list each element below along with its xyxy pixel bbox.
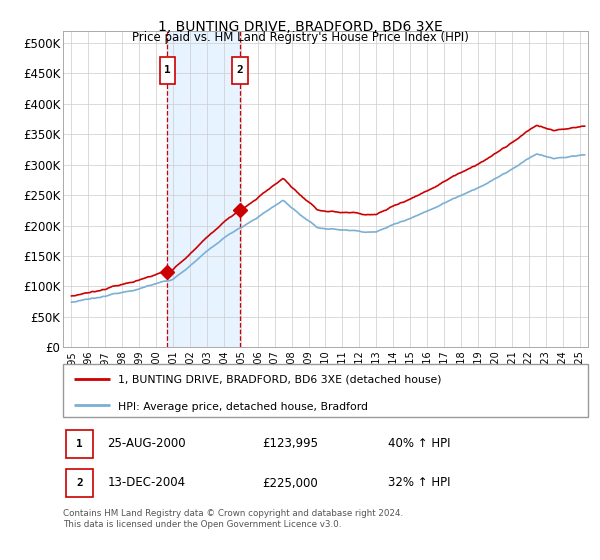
Text: 13-DEC-2004: 13-DEC-2004: [107, 477, 186, 489]
Text: Price paid vs. HM Land Registry's House Price Index (HPI): Price paid vs. HM Land Registry's House …: [131, 31, 469, 44]
FancyBboxPatch shape: [232, 57, 248, 84]
Text: £123,995: £123,995: [263, 437, 319, 450]
Text: 1, BUNTING DRIVE, BRADFORD, BD6 3XE: 1, BUNTING DRIVE, BRADFORD, BD6 3XE: [158, 20, 442, 34]
FancyBboxPatch shape: [65, 430, 93, 458]
FancyBboxPatch shape: [65, 469, 93, 497]
Text: £225,000: £225,000: [263, 477, 318, 489]
Text: 25-AUG-2000: 25-AUG-2000: [107, 437, 186, 450]
Text: 1, BUNTING DRIVE, BRADFORD, BD6 3XE (detached house): 1, BUNTING DRIVE, BRADFORD, BD6 3XE (det…: [118, 375, 442, 385]
Text: HPI: Average price, detached house, Bradford: HPI: Average price, detached house, Brad…: [118, 402, 368, 412]
Text: 1: 1: [76, 439, 83, 449]
Text: 2: 2: [236, 66, 244, 76]
Text: 40% ↑ HPI: 40% ↑ HPI: [389, 437, 451, 450]
Text: Contains HM Land Registry data © Crown copyright and database right 2024.
This d: Contains HM Land Registry data © Crown c…: [63, 510, 403, 529]
Text: 1: 1: [164, 66, 170, 76]
Text: 32% ↑ HPI: 32% ↑ HPI: [389, 477, 451, 489]
FancyBboxPatch shape: [63, 364, 588, 417]
Bar: [167, 31, 240, 347]
Text: 2: 2: [76, 478, 83, 488]
FancyBboxPatch shape: [160, 57, 175, 84]
